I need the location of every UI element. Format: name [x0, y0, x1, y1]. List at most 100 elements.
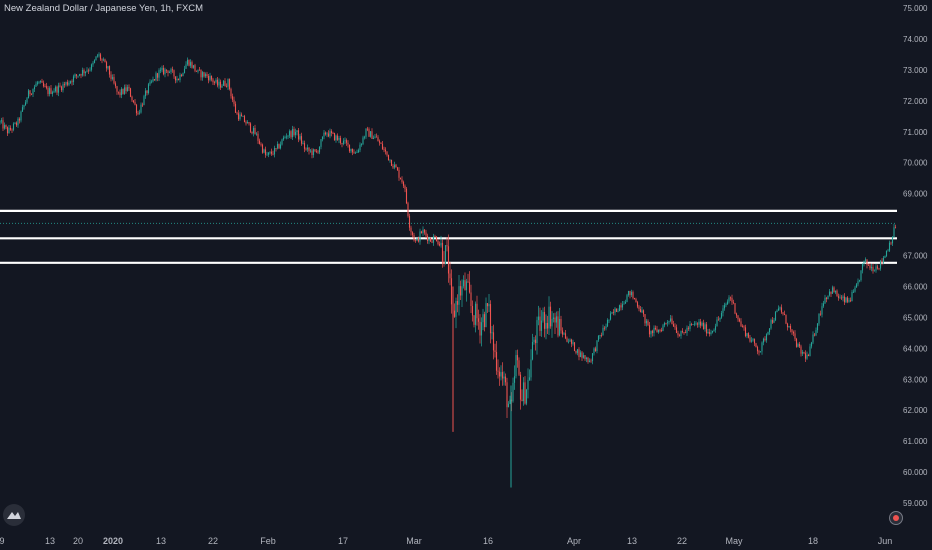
candle-body-35 [51, 92, 54, 94]
candle-body-387 [579, 352, 582, 358]
candle-body-530 [794, 333, 796, 339]
candle-body-234 [350, 148, 352, 152]
candle-body-529 [792, 331, 795, 334]
candle-body-358 [536, 320, 538, 344]
candle-body-531 [795, 338, 798, 347]
candle-body-525 [786, 323, 789, 328]
candle-body-523 [783, 313, 786, 315]
candle-body-332 [497, 370, 499, 372]
candle-body-421 [630, 292, 633, 296]
tradingview-logo-icon[interactable] [3, 504, 25, 526]
candle-body-535 [801, 352, 804, 354]
candle-body-161 [240, 114, 243, 117]
candle-body-374 [560, 319, 562, 331]
candle-body-329 [492, 332, 495, 351]
candle-body-440 [659, 329, 661, 331]
candle-body-564 [845, 297, 847, 303]
candle-body-275 [411, 232, 414, 235]
candle-body-279 [417, 238, 420, 242]
candle-body-32 [47, 87, 49, 94]
candle-body-223 [333, 133, 336, 141]
candle-body-189 [282, 137, 285, 140]
candle-body-272 [407, 203, 409, 217]
candle-body-200 [299, 136, 301, 140]
candle-body-197 [294, 132, 297, 135]
x-tick-label-9: 16 [483, 536, 493, 546]
candle-body-74 [110, 74, 112, 79]
candle-body-414 [620, 305, 622, 308]
candle-body-494 [740, 321, 742, 327]
candle-body-244 [365, 128, 367, 137]
candle-body-437 [654, 327, 657, 330]
candle-body-47 [69, 81, 72, 83]
time-axis-bg [0, 532, 932, 550]
candle-body-466 [698, 321, 700, 325]
candle-body-317 [474, 303, 477, 325]
price-axis-bg [898, 0, 932, 532]
candle-body-539 [807, 354, 810, 357]
candle-body-330 [494, 350, 496, 353]
candle-body-558 [836, 290, 838, 297]
candle-body-16 [23, 105, 25, 108]
candle-body-56 [83, 70, 85, 74]
candle-body-513 [768, 328, 771, 333]
candle-body-465 [696, 323, 699, 325]
candle-body-146 [218, 81, 220, 86]
candle-body-269 [402, 182, 405, 186]
candle-body-491 [735, 313, 738, 316]
candle-body-508 [761, 342, 763, 352]
candle-body-544 [815, 330, 817, 336]
candle-body-151 [225, 86, 228, 87]
candle-body-188 [281, 139, 283, 145]
scroll-to-realtime-icon[interactable] [889, 511, 903, 525]
candle-body-85 [126, 87, 129, 92]
candle-body-24 [35, 83, 37, 87]
candle-body-481 [720, 312, 723, 318]
candle-body-395 [591, 353, 594, 362]
candle-body-320 [479, 321, 481, 336]
candle-body-239 [357, 150, 360, 153]
candle-body-517 [774, 312, 777, 321]
candle-body-54 [80, 74, 82, 76]
y-tick-label-1: 74.000 [903, 35, 928, 44]
candle-body-362 [542, 312, 544, 321]
candle-body-439 [657, 329, 660, 333]
candle-body-206 [308, 147, 310, 152]
candle-body-452 [677, 332, 679, 336]
candle-body-485 [726, 301, 729, 305]
candle-body-506 [758, 351, 760, 353]
candle-body-369 [552, 317, 555, 319]
candle-body-11 [15, 122, 18, 126]
candle-body-527 [789, 326, 792, 330]
candle-body-305 [456, 301, 459, 305]
candle-body-69 [102, 59, 105, 61]
candle-body-524 [785, 314, 787, 324]
candle-body-510 [764, 338, 766, 341]
candle-body-528 [791, 329, 793, 332]
candle-body-17 [24, 102, 27, 106]
candle-body-86 [128, 87, 130, 89]
candle-body-326 [488, 304, 490, 307]
candle-body-449 [672, 324, 675, 327]
candle-body-489 [732, 302, 735, 304]
candle-body-428 [641, 310, 643, 313]
candle-body-55 [81, 70, 84, 76]
symbol-legend: New Zealand Dollar / Japanese Yen, 1h, F… [4, 3, 204, 14]
candle-body-108 [161, 67, 163, 70]
candle-body-355 [531, 342, 534, 360]
candle-body-467 [699, 321, 702, 326]
candle-body-235 [351, 148, 354, 153]
candle-body-373 [558, 319, 561, 336]
candle-body-31 [45, 86, 48, 88]
candle-body-382 [572, 342, 574, 344]
candle-body-526 [788, 326, 790, 328]
candle-body-224 [335, 135, 337, 141]
candle-body-278 [416, 238, 418, 241]
candle-body-366 [548, 306, 550, 329]
candle-body-503 [753, 339, 756, 344]
candle-body-104 [155, 73, 157, 81]
candle-body-385 [576, 349, 579, 353]
candle-body-150 [224, 80, 226, 87]
candle-body-550 [824, 297, 826, 304]
